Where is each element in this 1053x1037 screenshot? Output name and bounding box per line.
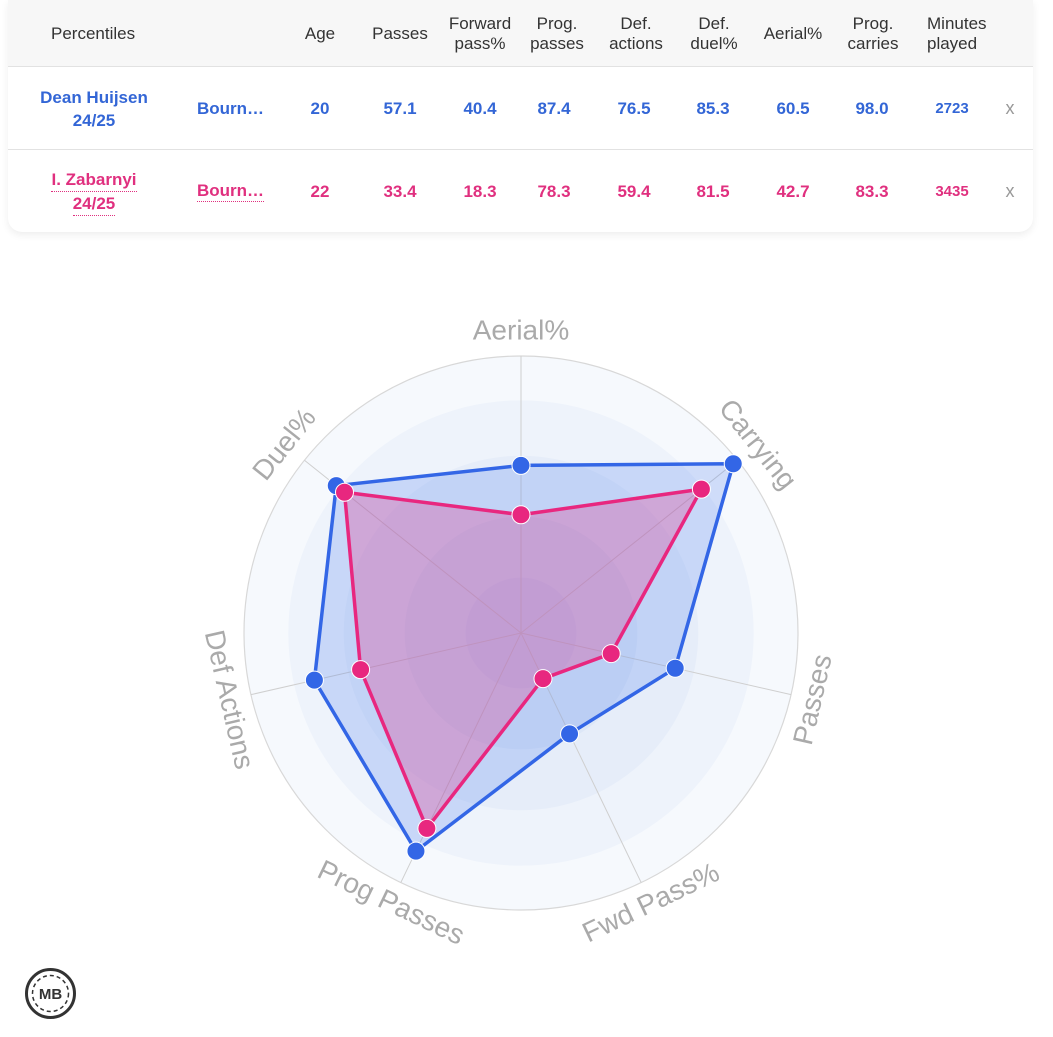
aerial-value: 60.5 — [776, 98, 810, 118]
prog-carries-value: 83.3 — [855, 181, 889, 201]
radar-point — [304, 670, 324, 690]
radar-series-area — [342, 487, 704, 831]
radar-series — [304, 454, 743, 861]
team-cell[interactable]: Bourn… — [197, 150, 287, 233]
radar-point — [334, 482, 354, 502]
radar-axis-label: Aerial% — [473, 314, 569, 345]
radar-point — [406, 841, 426, 861]
team-name[interactable]: Bourn… — [197, 98, 265, 118]
header-forward-pass[interactable]: Forward pass% — [448, 13, 512, 53]
player-name[interactable]: I. Zabarnyi — [51, 168, 137, 192]
remove-player-button[interactable]: x — [1005, 98, 1015, 118]
radar-point — [691, 479, 711, 499]
header-age[interactable]: Age — [304, 23, 336, 43]
age-value: 22 — [310, 181, 330, 201]
def-actions-value: 59.4 — [617, 181, 651, 201]
header-minutes-played[interactable]: Minutes played — [927, 13, 987, 53]
radar-spoke — [250, 632, 522, 696]
team-cell[interactable]: Bourn… — [197, 67, 287, 150]
team-name[interactable]: Bourn… — [197, 181, 265, 202]
radar-point — [417, 818, 437, 838]
player-season: 24/25 — [72, 192, 116, 216]
header-passes[interactable]: Passes — [372, 23, 428, 43]
prog-carries-value: 98.0 — [855, 98, 889, 118]
radar-spoke — [400, 632, 522, 883]
player-name-cell[interactable]: Dean Huijsen 24/25 — [24, 67, 164, 150]
header-def-actions[interactable]: Def. actions — [609, 13, 663, 53]
radar-point — [601, 644, 621, 664]
minutes-value: 3435 — [935, 183, 969, 200]
mb-logo: MB — [24, 967, 77, 1020]
forward-pass-value: 40.4 — [463, 98, 497, 118]
radar-series-area — [312, 461, 735, 853]
passes-value: 57.1 — [383, 98, 417, 118]
passes-value: 33.4 — [383, 181, 417, 201]
radar-point — [511, 505, 531, 525]
radar-point — [351, 660, 371, 680]
forward-pass-value: 18.3 — [463, 181, 497, 201]
radar-point — [665, 658, 685, 678]
radar-point — [723, 454, 743, 474]
def-duel-value: 85.3 — [696, 98, 730, 118]
aerial-value: 42.7 — [776, 181, 810, 201]
minutes-value: 2723 — [935, 100, 969, 117]
radar-point — [533, 669, 553, 689]
table-header-row: Percentiles Age Passes Forward pass% Prog… — [8, 0, 1033, 67]
radar-point — [560, 724, 580, 744]
table-row: Dean Huijsen 24/25 Bourn… 20 57.1 40.4 8… — [8, 67, 1033, 150]
player-name-cell[interactable]: I. Zabarnyi 24/25 — [24, 150, 164, 233]
header-percentiles: Percentiles — [51, 23, 136, 43]
def-duel-value: 81.5 — [696, 181, 730, 201]
prog-passes-value: 87.4 — [537, 98, 571, 118]
header-def-duel[interactable]: Def. duel% — [690, 13, 738, 53]
player-season: 24/25 — [72, 110, 116, 130]
header-aerial[interactable]: Aerial% — [763, 23, 823, 43]
header-prog-passes[interactable]: Prog. passes — [530, 13, 584, 53]
radar-spoke — [520, 632, 792, 696]
prog-passes-value: 78.3 — [537, 181, 571, 201]
remove-player-button[interactable]: x — [1005, 181, 1015, 201]
header-prog-carries[interactable]: Prog. carries — [847, 13, 899, 53]
radar-point — [511, 455, 531, 475]
svg-text:MB: MB — [39, 986, 62, 1003]
player-name[interactable]: Dean Huijsen — [40, 87, 148, 107]
age-value: 20 — [310, 98, 330, 118]
def-actions-value: 76.5 — [617, 98, 651, 118]
table-row: I. Zabarnyi 24/25 Bourn… 22 33.4 18.3 78… — [8, 150, 1033, 233]
comparison-table: Percentiles Age Passes Forward pass% Prog… — [8, 0, 1033, 232]
